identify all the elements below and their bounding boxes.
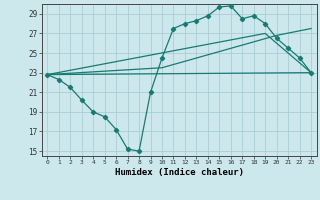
X-axis label: Humidex (Indice chaleur): Humidex (Indice chaleur) xyxy=(115,168,244,177)
